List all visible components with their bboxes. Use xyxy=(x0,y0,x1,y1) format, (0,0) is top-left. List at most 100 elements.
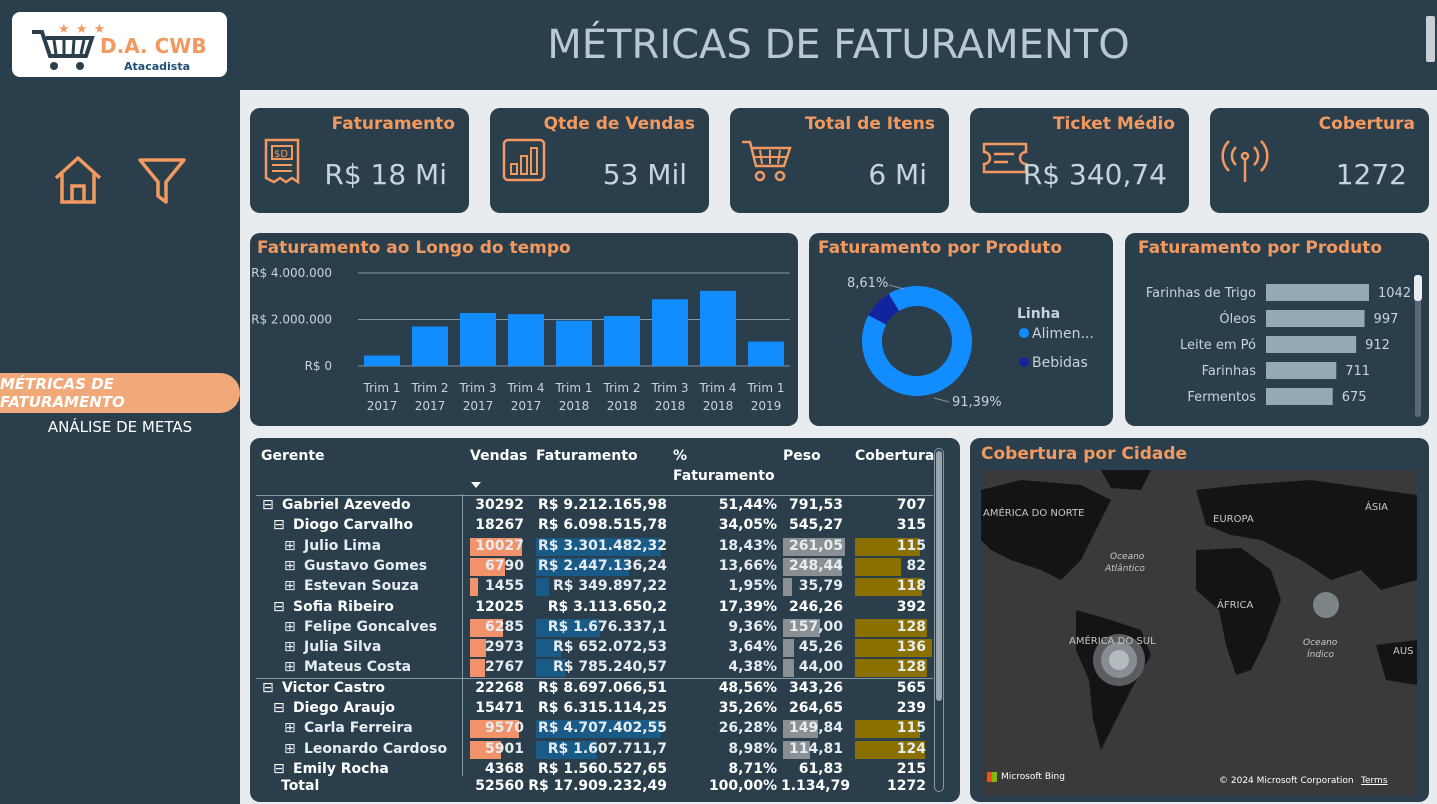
peso-value: 157,00 xyxy=(788,618,843,635)
bar[interactable] xyxy=(1266,336,1357,353)
x-tick-label: Trim 1 xyxy=(363,381,401,395)
faturamento-value: R$ 6.315.114,25 xyxy=(537,700,667,716)
chart-scroll-thumb[interactable] xyxy=(1414,275,1422,301)
pct-value: 18,43% xyxy=(718,537,777,554)
scroll-handle[interactable] xyxy=(1426,16,1435,62)
col-header-cobertura[interactable]: Cobertura xyxy=(855,448,935,464)
table-row: ⊟ Sofia Ribeiro 12025 R$ 3.113.650,2 17,39% 2… xyxy=(256,598,933,618)
expand-toggle-icon[interactable]: ⊞ xyxy=(284,740,296,757)
legend-entry[interactable]: Alimen... xyxy=(1032,326,1094,342)
col-header-pct-line2: Faturamento xyxy=(673,468,775,484)
pct-value: 8,98% xyxy=(728,740,777,757)
gerente-name: Julia Silva xyxy=(304,639,382,656)
table-scroll-thumb[interactable] xyxy=(936,451,942,701)
donut-slice[interactable] xyxy=(868,293,899,325)
table-row: ⊞ Mateus Costa 2767 R$ 785.240,57 4,38% 44,00… xyxy=(256,658,933,678)
peso-databar xyxy=(783,740,811,759)
cobertura-value: 118 xyxy=(896,578,926,595)
table-scrollbar[interactable] xyxy=(934,448,944,792)
kpi-qtde-vendas: Qtde de Vendas 53 Mil xyxy=(490,108,709,213)
cobertura-value: 136 xyxy=(896,639,926,656)
table-row: ⊞ Gustavo Gomes 6790 R$ 2.447.136,24 13,66% 2… xyxy=(256,557,933,577)
faturamento-databar xyxy=(536,618,600,637)
x-tick-label: 2018 xyxy=(559,399,590,413)
horizontal-bar-chart: Farinhas de Trigo 1042 Óleos 997 Leite em Pó… xyxy=(1146,284,1411,405)
map-terms-link[interactable]: Terms xyxy=(1361,776,1388,786)
table-row: ⊞ Julia Silva 2973 R$ 652.072,53 3,64% 45,26 1… xyxy=(256,638,933,658)
x-tick-label: 2017 xyxy=(367,399,398,413)
x-tick-label: Trim 4 xyxy=(699,381,737,395)
peso-value: 545,27 xyxy=(788,517,843,534)
legend-entry[interactable]: Bebidas xyxy=(1032,355,1088,371)
header: MÉTRICAS DE FATURAMENTO xyxy=(240,0,1437,90)
faturamento-value: R$ 6.098.515,78 xyxy=(537,517,667,534)
faturamento-value: R$ 8.697.066,51 xyxy=(537,679,667,696)
col-header-gerente[interactable]: Gerente xyxy=(261,448,325,464)
bar[interactable] xyxy=(604,316,640,366)
filter-icon[interactable] xyxy=(134,152,190,208)
cobertura-value: 128 xyxy=(896,659,926,676)
faturamento-databar xyxy=(536,537,661,556)
gerente-name: Estevan Souza xyxy=(304,578,419,595)
bar[interactable] xyxy=(1266,284,1369,301)
expand-toggle-icon[interactable]: ⊞ xyxy=(284,537,296,554)
expand-toggle-icon[interactable]: ⊟ xyxy=(273,760,285,777)
y-tick-label: R$ 2.000.000 xyxy=(251,313,332,327)
row-divider xyxy=(256,677,933,679)
value-label: 1042 xyxy=(1378,286,1411,301)
chart-scrollbar[interactable] xyxy=(1414,275,1422,417)
pct-value: 1,95% xyxy=(728,578,777,595)
bar[interactable] xyxy=(508,314,544,366)
expand-toggle-icon[interactable]: ⊟ xyxy=(273,700,285,716)
bar[interactable] xyxy=(1266,388,1333,405)
bar[interactable] xyxy=(1266,362,1337,379)
bar[interactable] xyxy=(556,320,592,366)
cobertura-value: 215 xyxy=(896,760,926,777)
peso-databar xyxy=(783,578,792,597)
expand-toggle-icon[interactable]: ⊟ xyxy=(262,497,274,513)
expand-toggle-icon[interactable]: ⊞ xyxy=(284,618,296,635)
sort-desc-icon xyxy=(471,482,481,488)
bar[interactable] xyxy=(652,299,688,366)
home-icon[interactable] xyxy=(50,152,106,208)
nav-analise-metas[interactable]: ANÁLISE DE METAS xyxy=(47,418,193,436)
donut-slice[interactable] xyxy=(862,286,972,396)
bar[interactable] xyxy=(412,326,448,366)
col-header-peso[interactable]: Peso xyxy=(783,448,821,464)
map-canvas[interactable]: AMÉRICA DO NORTE EUROPA ÁSIA Oceano Atlâ… xyxy=(981,470,1417,795)
expand-toggle-icon[interactable]: ⊞ xyxy=(284,557,296,574)
bar[interactable] xyxy=(364,355,400,366)
peso-value: 343,26 xyxy=(788,679,843,696)
bar[interactable] xyxy=(460,312,496,366)
col-header-pct[interactable]: % xyxy=(673,448,688,464)
column-divider xyxy=(462,494,463,776)
expand-toggle-icon[interactable]: ⊟ xyxy=(262,679,274,696)
donut-chart: 8,61% 91,39% Linha Alimen... Bebidas xyxy=(847,276,1094,410)
bar[interactable] xyxy=(700,290,736,366)
x-tick-label: Trim 2 xyxy=(603,381,641,395)
vendas-value: 18267 xyxy=(475,517,524,534)
vendas-databar xyxy=(470,659,485,678)
expand-toggle-icon[interactable]: ⊞ xyxy=(284,578,296,595)
category-label: Leite em Pó xyxy=(1180,338,1256,353)
nav-metricas-faturamento[interactable]: MÉTRICAS DE FATURAMENTO xyxy=(0,373,240,413)
expand-toggle-icon[interactable]: ⊟ xyxy=(273,517,285,534)
x-tick-label: Trim 2 xyxy=(411,381,449,395)
cart-icon xyxy=(742,140,792,182)
vendas-value: 2973 xyxy=(485,639,524,656)
bar[interactable] xyxy=(748,341,784,366)
expand-toggle-icon[interactable]: ⊟ xyxy=(273,598,285,615)
expand-toggle-icon[interactable]: ⊞ xyxy=(284,639,296,656)
expand-toggle-icon[interactable]: ⊞ xyxy=(284,720,296,737)
col-header-vendas[interactable]: Vendas xyxy=(470,448,528,464)
expand-toggle-icon[interactable]: ⊞ xyxy=(284,659,296,676)
kpi-label: Faturamento xyxy=(331,114,455,134)
receipt-icon: $D xyxy=(264,138,300,185)
map-label: AMÉRICA DO NORTE xyxy=(983,508,1085,519)
bar[interactable] xyxy=(1266,310,1365,327)
kpi-value: R$ 18 Mi xyxy=(324,158,447,191)
faturamento-databar xyxy=(536,659,566,678)
peso-value: 261,05 xyxy=(788,537,843,554)
x-tick-label: 2017 xyxy=(511,399,542,413)
col-header-faturamento[interactable]: Faturamento xyxy=(536,448,638,464)
